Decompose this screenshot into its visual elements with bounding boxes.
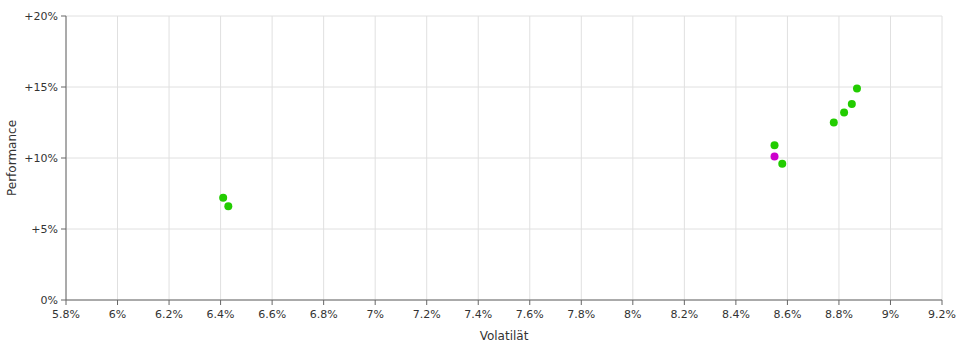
tick-x (632, 300, 633, 305)
tick-x (220, 300, 221, 305)
tick-y (61, 87, 66, 88)
x-axis-line (66, 300, 942, 301)
tick-label-x: 6.8% (310, 308, 338, 321)
tick-label-x: 8% (624, 308, 641, 321)
tick-label-x: 6.6% (258, 308, 286, 321)
axes: 5.8% 6% 6.2% 6.4% 6.6% 6.8% 7% 7.2% 7.4% 7.6% 7.8%… (24, 10, 956, 321)
point (224, 202, 232, 210)
tick-x (375, 300, 376, 305)
tick-label-y: +20% (24, 10, 58, 23)
series (771, 153, 779, 161)
tick-x (169, 300, 170, 305)
tick-label-x: 7.8% (567, 308, 595, 321)
tick-label-x: 8.4% (722, 308, 750, 321)
grid-line-x (66, 16, 67, 300)
chart: 5.8% 6% 6.2% 6.4% 6.6% 6.8% 7% 7.2% 7.4% 7.6% 7.8%… (0, 0, 966, 350)
tick-x (66, 300, 67, 305)
tick-label-y: +5% (31, 223, 58, 236)
point (853, 84, 861, 92)
tick-y (61, 16, 66, 17)
tick-label-x: 5.8% (52, 308, 80, 321)
tick-y (61, 229, 66, 230)
y-axis-line (66, 16, 67, 300)
point (771, 153, 779, 161)
grid-line-y (66, 229, 942, 230)
x-axis-label: Volatilät (480, 329, 529, 343)
tick-label-x: 7.4% (464, 308, 492, 321)
grid-line-y (66, 300, 942, 301)
tick-label-y: 0% (41, 294, 58, 307)
point (219, 194, 227, 202)
tick-y (61, 300, 66, 301)
tick-x (787, 300, 788, 305)
tick-x (581, 300, 582, 305)
point (848, 100, 856, 108)
tick-label-x: 9.2% (928, 308, 956, 321)
tick-x (323, 300, 324, 305)
tick-label-x: 8.6% (773, 308, 801, 321)
tick-y (61, 158, 66, 159)
tick-x (272, 300, 273, 305)
point (840, 109, 848, 117)
marks (219, 84, 861, 210)
tick-label-x: 7.6% (516, 308, 544, 321)
tick-x (942, 300, 943, 305)
tick-label-x: 8.8% (825, 308, 853, 321)
tick-x (684, 300, 685, 305)
point (771, 141, 779, 149)
tick-x (478, 300, 479, 305)
tick-label-y: +10% (24, 152, 58, 165)
grid-line-y (66, 16, 942, 17)
tick-x (426, 300, 427, 305)
tick-x (529, 300, 530, 305)
tick-label-x: 9% (882, 308, 899, 321)
tick-x (890, 300, 891, 305)
point (830, 119, 838, 127)
grid (66, 16, 942, 300)
y-axis-label: Performance (5, 120, 19, 196)
series (219, 84, 861, 210)
point (778, 160, 786, 168)
grid-line-y (66, 87, 942, 88)
tick-label-x: 6.2% (155, 308, 183, 321)
tick-label-x: 6.4% (207, 308, 235, 321)
tick-label-y: +15% (24, 81, 58, 94)
tick-label-x: 8.2% (670, 308, 698, 321)
tick-x (735, 300, 736, 305)
tick-label-x: 7% (366, 308, 383, 321)
tick-x (117, 300, 118, 305)
grid-line-y (66, 158, 942, 159)
tick-label-x: 6% (109, 308, 126, 321)
tick-label-x: 7.2% (413, 308, 441, 321)
tick-x (838, 300, 839, 305)
plot-area (66, 16, 942, 300)
